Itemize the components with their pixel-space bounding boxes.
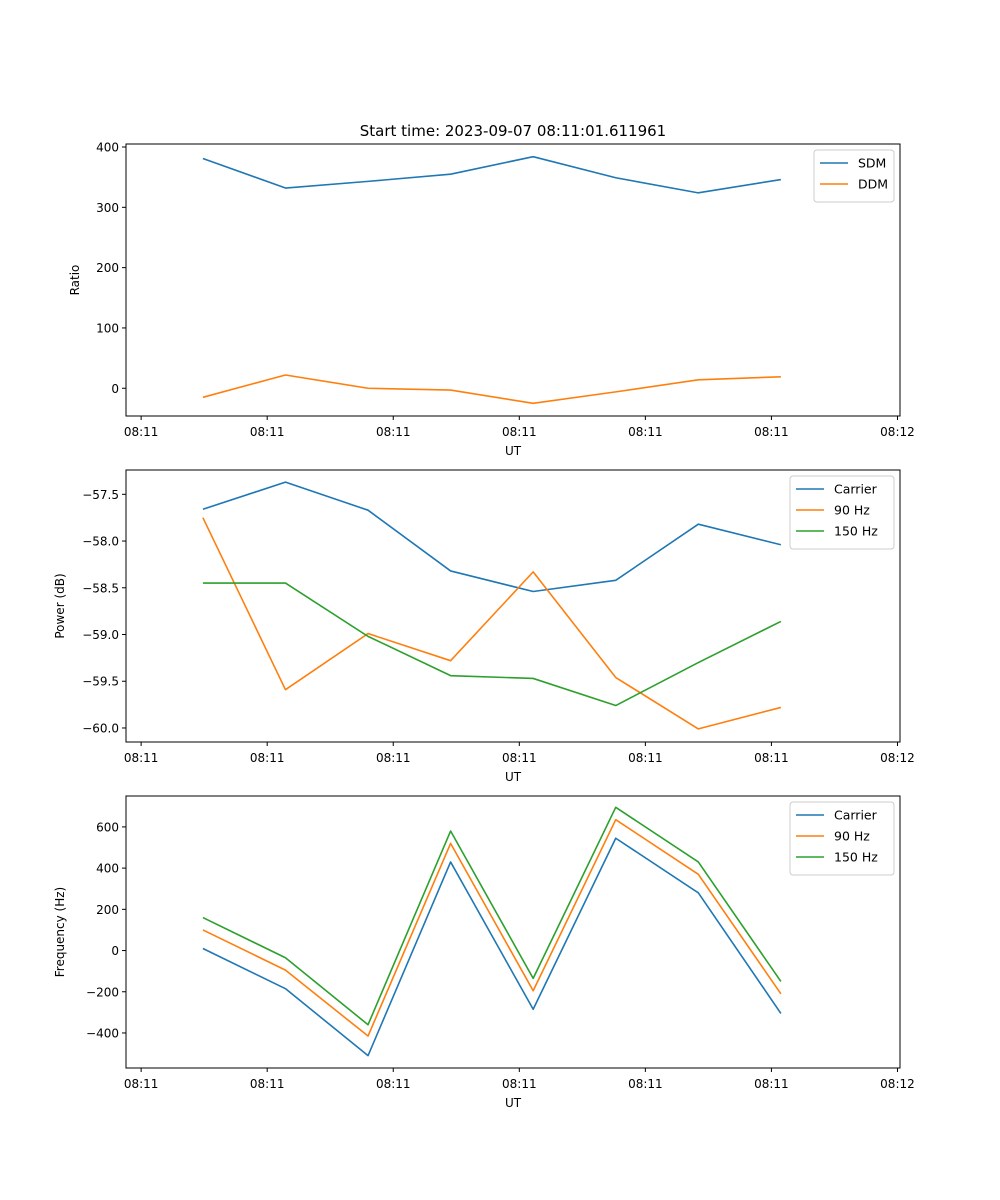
x-tick-label: 08:11 [628,1077,663,1091]
subplot-2: 08:11 08:11 08:11 08:11 08:11 08:11 08:12 −60.0… [53,469,915,784]
x-tick-label: 08:11 [754,751,789,765]
x-tick-label: 08:11 [754,425,789,439]
y-tick-label: 400 [96,862,119,876]
legend: Carrier 90 Hz 150 Hz [789,801,895,876]
legend-label: 90 Hz [834,829,870,844]
axes-frame [125,469,901,743]
y-tick-label: −60.0 [82,721,119,735]
legend-label: Carrier [834,808,878,823]
y-axis-label: Power (dB) [53,573,67,638]
series-line-carrier [202,481,782,593]
x-tick-label: 08:11 [502,751,537,765]
series-line-150-hz [202,806,782,1026]
x-tick-label: 08:11 [628,425,663,439]
series-line-ddm [202,374,781,405]
x-tick-label: 08:11 [124,751,159,765]
x-tick-label: 08:12 [880,1077,915,1091]
y-tick-label: −58.0 [82,535,119,549]
y-tick-label: 600 [96,820,119,834]
x-tick-label: 08:11 [124,1077,159,1091]
x-tick-label: 08:11 [754,1077,789,1091]
y-tick-label: 400 [96,141,119,155]
x-axis-label: UT [505,1096,522,1110]
series-line-90-hz [202,818,782,1037]
y-tick-label: 100 [96,321,119,335]
x-axis-label: UT [505,770,522,784]
y-tick-label: −59.0 [82,628,119,642]
axes-frame [125,143,901,417]
y-tick-label: 300 [96,201,119,215]
x-tick-label: 08:12 [880,425,915,439]
series-line-150-hz [202,582,782,707]
y-tick-label: −400 [86,1026,119,1040]
legend: SDM DDM [813,149,895,203]
x-tick-label: 08:11 [250,425,285,439]
x-tick-label: 08:11 [502,425,537,439]
y-tick-label: 200 [96,903,119,917]
legend-label: 150 Hz [834,850,878,865]
x-tick-label: 08:11 [502,1077,537,1091]
y-tick-label: −200 [86,985,119,999]
x-tick-label: 08:11 [376,425,411,439]
y-axis-label: Ratio [68,265,82,296]
x-tick-label: 08:12 [880,751,915,765]
legend-label: 150 Hz [834,524,878,539]
x-tick-label: 08:11 [250,751,285,765]
axes-frame [125,795,901,1069]
series-line-sdm [202,155,781,194]
series-line-carrier [202,837,782,1057]
y-tick-label: 0 [111,382,119,396]
y-tick-label: −59.5 [82,675,119,689]
y-axis-label: Frequency (Hz) [53,887,67,978]
legend-label: Carrier [834,482,878,497]
x-tick-label: 08:11 [376,1077,411,1091]
figure-title: Start time: 2023-09-07 08:11:01.611961 [360,122,666,140]
subplot-3: 08:11 08:11 08:11 08:11 08:11 08:11 08:12 −400 −… [53,795,915,1110]
series-line-90-hz [202,517,782,730]
y-tick-label: 0 [111,944,119,958]
y-tick-label: 200 [96,261,119,275]
x-tick-label: 08:11 [628,751,663,765]
x-tick-label: 08:11 [124,425,159,439]
legend-label: DDM [858,177,888,192]
y-tick-label: −57.5 [82,488,119,502]
subplot-1: 08:11 08:11 08:11 08:11 08:11 08:11 08:12 0 100 2… [68,141,915,458]
legend: Carrier 90 Hz 150 Hz [789,475,895,550]
y-tick-label: −58.5 [82,581,119,595]
x-axis-label: UT [505,444,522,458]
legend-label: SDM [858,156,886,171]
x-tick-label: 08:11 [250,1077,285,1091]
x-tick-label: 08:11 [376,751,411,765]
legend-label: 90 Hz [834,503,870,518]
